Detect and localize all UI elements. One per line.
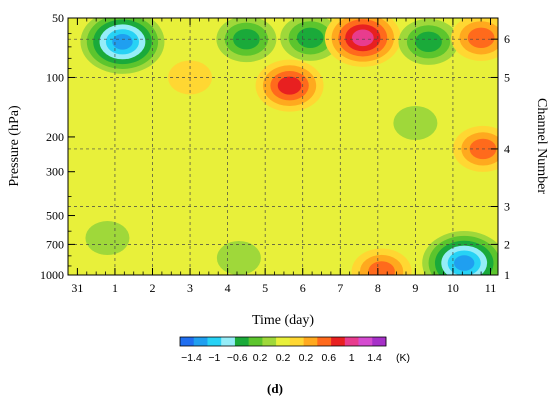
y-tick-label: 200 bbox=[46, 130, 64, 144]
x-tick-label: 9 bbox=[412, 281, 418, 295]
contour-level bbox=[368, 261, 395, 275]
contour-level bbox=[277, 76, 302, 95]
contour-anomaly bbox=[85, 221, 130, 256]
channel-tick-label: 6 bbox=[504, 32, 510, 46]
contour-level bbox=[216, 240, 261, 275]
contour-fill bbox=[68, 18, 498, 275]
dashed-grid bbox=[68, 18, 498, 275]
x-tick-label: 5 bbox=[262, 281, 268, 295]
x-tick-label: 8 bbox=[375, 281, 381, 295]
x-tick-label: 3 bbox=[187, 281, 193, 295]
colorbar-tick-label: −1 bbox=[208, 352, 220, 364]
colorbar-tick-label: −1.4 bbox=[181, 352, 202, 364]
contour-level bbox=[233, 28, 260, 50]
contour-level bbox=[296, 27, 324, 49]
contour-anomaly bbox=[324, 18, 401, 67]
x-tick-label: 7 bbox=[337, 281, 343, 295]
channel-tick-label: 5 bbox=[504, 70, 510, 84]
y-tick-label: 1000 bbox=[40, 268, 64, 282]
panel-label: (d) bbox=[267, 381, 283, 396]
contour-level bbox=[85, 221, 130, 256]
contour-anomaly bbox=[80, 18, 165, 74]
y-axis: 50 100 200 300 500 700 1000 bbox=[40, 11, 75, 282]
colorbar-swatch bbox=[372, 337, 387, 346]
contour-anomaly bbox=[351, 248, 412, 275]
colorbar-frame bbox=[179, 336, 387, 347]
x-tick-label: 10 bbox=[447, 281, 459, 295]
contour-anomaly bbox=[452, 125, 498, 172]
contour-anomaly bbox=[216, 18, 277, 63]
colorbar-swatch bbox=[248, 337, 263, 346]
colorbar-swatch bbox=[344, 337, 359, 346]
colorbar-swatch bbox=[303, 337, 318, 346]
x-tick-label: 2 bbox=[149, 281, 155, 295]
contour-anomaly bbox=[398, 18, 459, 65]
colorbar-tick-label: 0.2 bbox=[299, 352, 314, 364]
colorbar-swatch bbox=[331, 337, 346, 346]
x-tick-label: 6 bbox=[300, 281, 306, 295]
contour-level bbox=[454, 255, 475, 271]
y-tick-label: 700 bbox=[46, 237, 64, 251]
contour-anomaly bbox=[216, 240, 261, 275]
colorbar-swatch bbox=[180, 337, 195, 346]
colorbar-swatch bbox=[262, 337, 277, 346]
y-tick-label: 50 bbox=[52, 11, 64, 25]
channel-axis-title: Channel Number bbox=[534, 98, 549, 194]
contour-level bbox=[112, 34, 133, 50]
x-tick-label: 1 bbox=[112, 281, 118, 295]
x-tick-label: 31 bbox=[71, 281, 83, 295]
channel-axis: 1 2 3 4 5 6 bbox=[491, 32, 510, 282]
colorbar-tick-label: 0.6 bbox=[321, 352, 336, 364]
contour-anomaly bbox=[451, 18, 498, 61]
channel-tick-label: 2 bbox=[504, 237, 510, 251]
colorbar-tick-label: 1 bbox=[349, 352, 355, 364]
colorbar-swatch bbox=[221, 337, 236, 346]
channel-tick-label: 3 bbox=[504, 199, 510, 213]
colorbar-tick-label: 1.4 bbox=[367, 352, 382, 364]
colorbar-swatch bbox=[317, 337, 332, 346]
plot-frame bbox=[67, 17, 499, 276]
colorbar-tick-label: −0.6 bbox=[227, 352, 248, 364]
colorbar-swatch bbox=[207, 337, 222, 346]
y-tick-label: 100 bbox=[46, 70, 64, 84]
colorbar-swatch bbox=[234, 337, 249, 346]
colorbar-swatch bbox=[193, 337, 208, 346]
colorbar: −1.4 −1 −0.6 0.2 0.2 0.2 0.6 1 1.4 bbox=[179, 336, 387, 364]
channel-tick-label: 1 bbox=[504, 268, 510, 282]
colorbar-swatch bbox=[276, 337, 291, 346]
colorbar-swatch bbox=[289, 337, 304, 346]
y-tick-label: 300 bbox=[46, 165, 64, 179]
contour-anomaly bbox=[255, 59, 324, 112]
channel-tick-label: 4 bbox=[504, 142, 510, 156]
y-axis-title: Pressure (hPa) bbox=[7, 105, 22, 187]
x-axis-title: Time (day) bbox=[252, 313, 314, 328]
contour-level bbox=[467, 27, 495, 49]
contour-level bbox=[351, 29, 374, 47]
colorbar-unit: (K) bbox=[396, 352, 410, 364]
x-axis: 31 1 2 3 4 5 6 7 8 9 10 11 bbox=[67, 18, 497, 295]
y-tick-label: 500 bbox=[46, 209, 64, 223]
x-tick-label: 11 bbox=[485, 281, 497, 295]
contour-level bbox=[415, 31, 442, 53]
colorbar-swatch bbox=[358, 337, 373, 346]
colorbar-tick-label: 0.2 bbox=[253, 352, 268, 364]
colorbar-tick-label: 0.2 bbox=[276, 352, 291, 364]
x-tick-label: 4 bbox=[225, 281, 231, 295]
